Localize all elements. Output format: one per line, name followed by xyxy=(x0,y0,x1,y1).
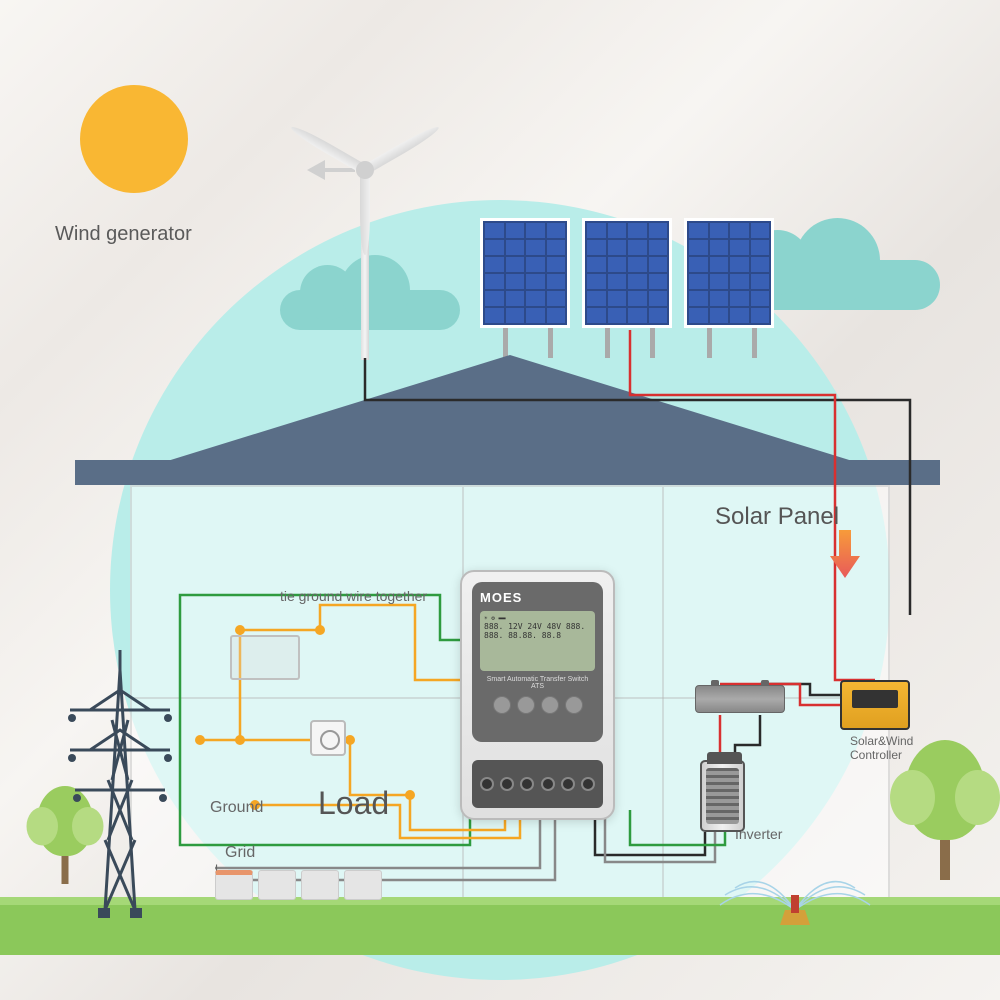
panel-post xyxy=(605,328,610,358)
desk-icon xyxy=(230,635,300,680)
panel-post xyxy=(650,328,655,358)
arrow-down-icon xyxy=(830,530,860,583)
ats-screen: ☀ ⚙ ▬▬ 888. 12V 24V 48V 888. 888. 88.88.… xyxy=(480,611,595,671)
ats-button xyxy=(493,696,511,714)
sun-icon xyxy=(80,85,188,193)
load-label: Load xyxy=(318,785,389,822)
roof-base xyxy=(75,460,940,485)
controller-label: Solar&WindController xyxy=(850,734,913,762)
inverter-icon xyxy=(700,760,745,832)
grid-equipment-icon xyxy=(215,870,382,900)
grid-label: Grid xyxy=(225,844,255,862)
outlet-icon xyxy=(310,720,346,756)
solar-panel-icon xyxy=(582,218,672,328)
power-tower-icon xyxy=(60,640,190,925)
solar-panel-icon xyxy=(684,218,774,328)
sprinkler-icon xyxy=(715,870,875,935)
ats-brand: MOES xyxy=(480,590,595,605)
controller-icon xyxy=(840,680,910,730)
panel-post xyxy=(752,328,757,358)
tie-ground-label: tie ground wire together xyxy=(280,588,427,604)
ats-button xyxy=(541,696,559,714)
ats-subtitle: Smart Automatic Transfer Switch ATS xyxy=(480,676,595,690)
battery-icon xyxy=(695,685,785,713)
panel-post xyxy=(548,328,553,358)
ats-device-icon: MOES ☀ ⚙ ▬▬ 888. 12V 24V 48V 888. 888. 8… xyxy=(460,570,615,820)
tree-icon xyxy=(905,740,985,880)
ats-terminals xyxy=(472,760,603,808)
ats-button xyxy=(565,696,583,714)
solar-panel-label: Solar Panel xyxy=(715,503,839,531)
cloud-icon xyxy=(280,290,460,330)
wind-generator-label: Wind generator xyxy=(55,223,192,246)
panel-post xyxy=(503,328,508,358)
ats-button xyxy=(517,696,535,714)
ground-label: Ground xyxy=(210,799,263,817)
panel-post xyxy=(707,328,712,358)
solar-panel-icon xyxy=(480,218,570,328)
